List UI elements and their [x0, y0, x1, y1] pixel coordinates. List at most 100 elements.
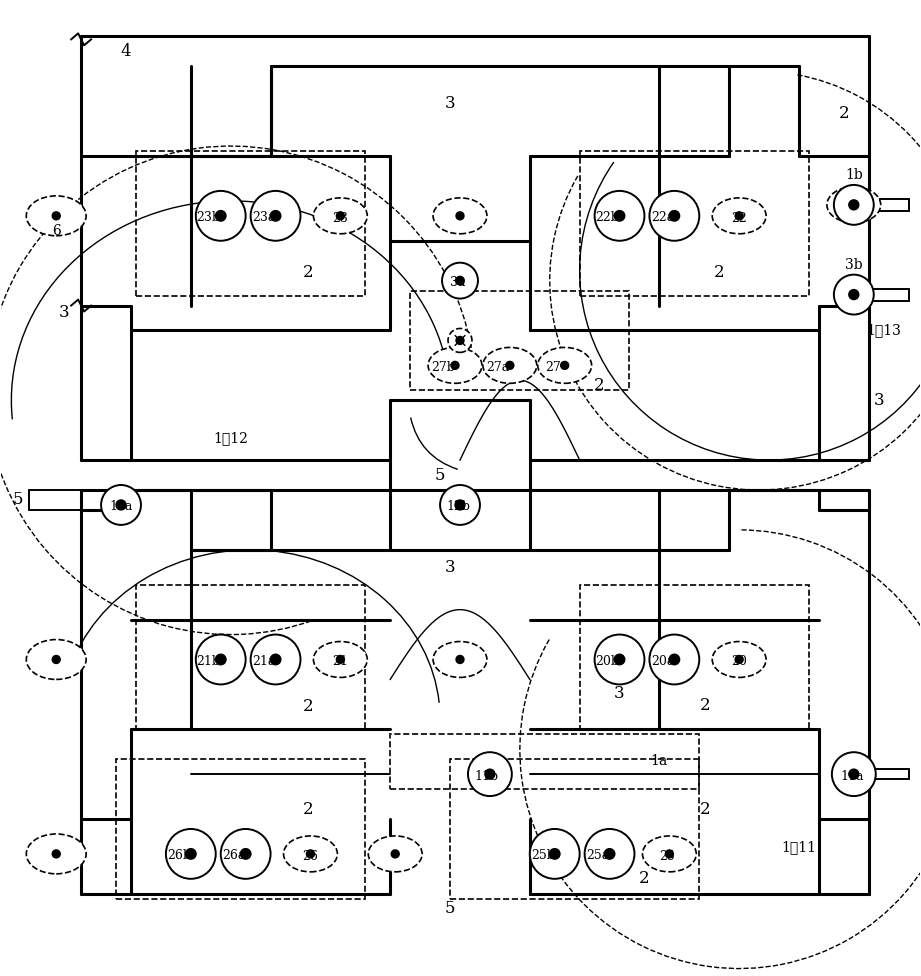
Text: 11a: 11a [840, 770, 864, 783]
Text: 22b: 22b [596, 212, 620, 224]
Circle shape [849, 769, 858, 779]
Circle shape [440, 485, 480, 525]
Text: 20a: 20a [651, 655, 674, 668]
Text: 25a: 25a [586, 849, 609, 863]
Circle shape [216, 655, 226, 665]
Text: 21: 21 [332, 655, 348, 668]
Circle shape [595, 191, 645, 241]
Circle shape [196, 191, 246, 241]
Text: 21a: 21a [252, 655, 275, 668]
Circle shape [442, 263, 478, 299]
Circle shape [614, 211, 624, 221]
Circle shape [550, 849, 560, 859]
Circle shape [451, 361, 459, 369]
Circle shape [448, 329, 472, 352]
Text: 26b: 26b [167, 849, 191, 863]
Circle shape [196, 634, 246, 684]
Text: 27b: 27b [431, 361, 455, 374]
Text: 1、11: 1、11 [782, 840, 817, 854]
Text: 3: 3 [59, 305, 69, 321]
Circle shape [186, 849, 196, 859]
Text: 2: 2 [303, 698, 314, 714]
Ellipse shape [712, 641, 766, 677]
Circle shape [456, 656, 464, 664]
Text: 3: 3 [873, 391, 884, 409]
Text: 26: 26 [302, 850, 319, 864]
Ellipse shape [433, 198, 487, 234]
Text: 5: 5 [13, 492, 23, 508]
Circle shape [251, 634, 300, 684]
Text: 26a: 26a [222, 849, 245, 863]
Text: 1、13: 1、13 [867, 323, 901, 338]
Text: 12a: 12a [110, 501, 133, 513]
Circle shape [455, 500, 465, 509]
Circle shape [604, 849, 614, 859]
Circle shape [832, 752, 876, 796]
Circle shape [850, 201, 857, 209]
Text: 3a: 3a [450, 276, 466, 289]
Circle shape [735, 656, 743, 664]
Text: 2: 2 [303, 800, 314, 818]
Text: 23: 23 [332, 213, 348, 225]
Text: 2: 2 [700, 800, 711, 818]
Text: 2: 2 [639, 871, 649, 887]
Circle shape [52, 656, 60, 664]
Circle shape [649, 634, 699, 684]
Circle shape [166, 829, 216, 878]
Circle shape [834, 184, 874, 224]
Circle shape [665, 850, 673, 858]
Ellipse shape [712, 198, 766, 234]
Text: 3: 3 [445, 95, 455, 111]
Circle shape [614, 655, 624, 665]
Text: 5: 5 [445, 900, 455, 917]
Ellipse shape [27, 639, 87, 679]
Text: 21b: 21b [196, 655, 220, 668]
Circle shape [271, 211, 281, 221]
Text: 1、12: 1、12 [214, 431, 248, 445]
Text: 2: 2 [700, 697, 711, 713]
Circle shape [735, 212, 743, 220]
Circle shape [52, 850, 60, 858]
Ellipse shape [428, 347, 482, 384]
Circle shape [271, 655, 281, 665]
Text: 22: 22 [731, 213, 747, 225]
Circle shape [456, 337, 464, 345]
Text: 12b: 12b [446, 501, 470, 513]
Circle shape [116, 500, 126, 509]
Ellipse shape [284, 836, 337, 872]
Circle shape [849, 200, 858, 210]
Text: 23b: 23b [196, 212, 220, 224]
Text: 3b: 3b [845, 258, 863, 271]
Circle shape [649, 191, 699, 241]
Text: 23a: 23a [252, 212, 275, 224]
Circle shape [52, 212, 60, 220]
Text: 20b: 20b [596, 655, 620, 668]
Text: 2: 2 [838, 104, 849, 122]
Ellipse shape [483, 347, 537, 384]
Text: 1b: 1b [845, 168, 863, 182]
Ellipse shape [538, 347, 591, 384]
Circle shape [485, 769, 495, 779]
Text: 2: 2 [714, 264, 725, 281]
Text: 3: 3 [614, 685, 624, 702]
Text: 27a: 27a [486, 361, 509, 374]
Text: 25b: 25b [530, 849, 554, 863]
Ellipse shape [27, 196, 87, 236]
Circle shape [506, 361, 514, 369]
Circle shape [468, 752, 512, 796]
Text: 6: 6 [52, 224, 61, 238]
Circle shape [307, 850, 314, 858]
Ellipse shape [433, 641, 487, 677]
Ellipse shape [827, 187, 880, 223]
Circle shape [561, 361, 568, 369]
Circle shape [849, 290, 858, 300]
Circle shape [216, 211, 226, 221]
Circle shape [391, 850, 399, 858]
Circle shape [240, 849, 251, 859]
Text: 20: 20 [731, 655, 747, 668]
Circle shape [336, 656, 344, 664]
Text: 27: 27 [545, 361, 561, 374]
Text: 2: 2 [303, 264, 314, 281]
Text: 4: 4 [121, 43, 132, 60]
Circle shape [101, 485, 141, 525]
